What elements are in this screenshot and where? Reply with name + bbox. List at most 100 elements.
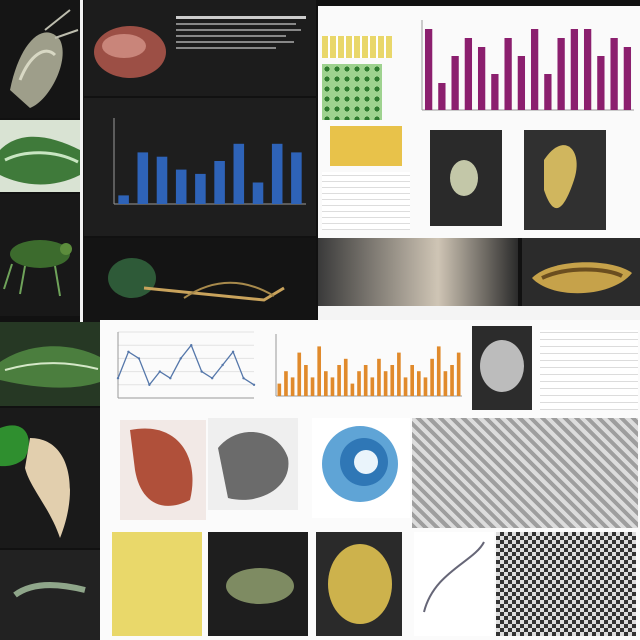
seed-illustration: [94, 26, 166, 78]
specimen-illustration: [10, 9, 79, 108]
bar: [156, 156, 168, 204]
blue-bar-chart: [113, 118, 306, 205]
data-point: [169, 377, 172, 380]
bar: [504, 38, 512, 110]
lower-data-board: [100, 320, 640, 640]
specimen-photo-top-left: [0, 0, 80, 118]
gray-rock-illustration: [218, 431, 289, 500]
checker-dome-photo: [496, 532, 636, 636]
data-point: [210, 377, 214, 380]
bar: [430, 358, 434, 396]
data-point: [190, 344, 193, 347]
bar: [383, 371, 388, 396]
bar: [464, 38, 473, 110]
red-specimen-photo: [120, 420, 206, 520]
data-table-block: [322, 172, 410, 230]
orange-bar-chart: [275, 334, 462, 397]
lightbulb-insect-photo: [84, 238, 316, 322]
bar: [450, 365, 454, 396]
data-point: [137, 357, 141, 360]
data-point: [127, 350, 130, 353]
bar: [277, 383, 282, 396]
bar: [284, 371, 288, 396]
data-point: [200, 370, 203, 373]
bar: [438, 83, 446, 110]
data-point: [231, 350, 235, 353]
shell-photo: [472, 326, 532, 410]
line-drawing-panel: [414, 532, 494, 636]
bar: [271, 143, 283, 204]
crystal-structure-photo: [412, 418, 638, 528]
bar: [530, 29, 539, 110]
worm-illustration: [13, 582, 86, 598]
bar: [491, 74, 499, 110]
bar: [370, 377, 375, 396]
data-point: [148, 383, 151, 386]
yellow-cell-illustration: [328, 544, 392, 624]
specimen-photo-green-insect: [0, 194, 80, 316]
bar: [477, 47, 486, 110]
bar: [597, 56, 605, 110]
shell-illustration: [480, 340, 524, 392]
bar: [363, 365, 368, 396]
green-insect-illustration: [3, 240, 72, 297]
bar: [330, 377, 335, 396]
bar: [397, 352, 401, 396]
lightbulb-insect-illustration: [108, 258, 285, 302]
bar: [544, 74, 552, 110]
bar: [557, 38, 565, 110]
data-point: [116, 377, 120, 380]
green-cell-pattern: [322, 64, 382, 120]
bar: [451, 56, 459, 110]
bar: [570, 29, 579, 110]
green-insect-body: [226, 568, 294, 604]
bar: [623, 47, 632, 110]
leaf-illustration: [0, 346, 100, 388]
green-insect-photo: [208, 532, 308, 636]
bar: [175, 169, 187, 204]
bar: [423, 377, 428, 396]
specimen-photo-bottom-left: [0, 550, 100, 640]
seed-photo-panel: [84, 0, 316, 96]
gray-rock-photo: [208, 418, 298, 510]
bar: [304, 365, 308, 396]
yellow-swatch-grid: [322, 36, 392, 58]
bar: [390, 365, 395, 396]
bar: [297, 352, 302, 396]
orchid-illustration: [544, 145, 577, 209]
specimen-photo-ghost: [430, 130, 502, 226]
bar: [610, 38, 618, 110]
bar: [137, 152, 149, 204]
right-data-board: [318, 6, 640, 238]
bar: [310, 377, 315, 396]
bar: [343, 358, 348, 396]
purple-bar-chart: [421, 20, 634, 111]
table-panel-right: [540, 330, 638, 410]
bar: [443, 371, 448, 396]
bar: [377, 358, 381, 396]
blue-swirl-illustration: [322, 426, 398, 502]
ghost-specimen-illustration: [450, 160, 478, 196]
bar: [252, 182, 264, 204]
claw-illustration: [0, 425, 70, 538]
vertical-divider: [80, 0, 83, 322]
green-slice-illustration: [0, 136, 80, 185]
bar: [517, 56, 526, 110]
bar: [357, 371, 361, 396]
bar: [195, 173, 206, 204]
bar: [436, 346, 441, 396]
specimen-photo-left-middle: [0, 322, 100, 406]
bar: [323, 371, 328, 396]
blue-bar-chart-panel: [84, 98, 316, 236]
bar: [410, 365, 415, 396]
data-point: [252, 383, 256, 386]
specimen-photo-green-slice: [0, 120, 80, 192]
line-drawing: [423, 541, 485, 613]
specimen-photo-green-claw: [0, 408, 100, 548]
seed-pod-illustration: [532, 262, 632, 294]
blue-swirl-diagram: [312, 418, 410, 518]
bar: [317, 346, 322, 396]
line-chart: [116, 331, 256, 399]
bar: [456, 352, 461, 396]
